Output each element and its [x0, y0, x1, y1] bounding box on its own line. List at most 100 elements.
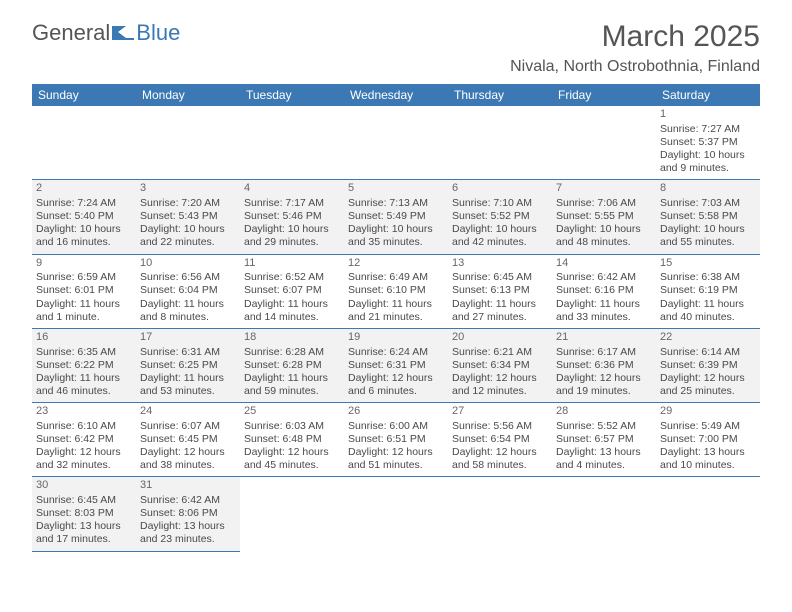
sunset-text: Sunset: 5:46 PM: [244, 210, 340, 223]
daylight-text: Daylight: 11 hours and 21 minutes.: [348, 298, 444, 324]
daylight-text: Daylight: 10 hours and 35 minutes.: [348, 223, 444, 249]
day-number: 29: [660, 405, 756, 419]
day-number: 25: [244, 405, 340, 419]
sunrise-text: Sunrise: 6:00 AM: [348, 420, 444, 433]
daylight-text: Daylight: 10 hours and 42 minutes.: [452, 223, 548, 249]
day-number: 30: [36, 479, 132, 493]
calendar-cell: [240, 477, 344, 551]
calendar-cell: 17Sunrise: 6:31 AMSunset: 6:25 PMDayligh…: [136, 328, 240, 402]
sunrise-text: Sunrise: 6:49 AM: [348, 271, 444, 284]
calendar-cell: [656, 477, 760, 551]
logo-text-general: General: [32, 20, 110, 46]
logo: General Blue: [32, 20, 180, 46]
dayheader-thu: Thursday: [448, 84, 552, 106]
calendar-cell: 6Sunrise: 7:10 AMSunset: 5:52 PMDaylight…: [448, 180, 552, 254]
day-number: 16: [36, 331, 132, 345]
sunset-text: Sunset: 6:22 PM: [36, 359, 132, 372]
calendar-cell: [32, 106, 136, 180]
calendar-cell: 26Sunrise: 6:00 AMSunset: 6:51 PMDayligh…: [344, 403, 448, 477]
calendar-cell: 22Sunrise: 6:14 AMSunset: 6:39 PMDayligh…: [656, 328, 760, 402]
sunrise-text: Sunrise: 7:24 AM: [36, 197, 132, 210]
daylight-text: Daylight: 11 hours and 53 minutes.: [140, 372, 236, 398]
sunset-text: Sunset: 6:42 PM: [36, 433, 132, 446]
sunset-text: Sunset: 6:04 PM: [140, 284, 236, 297]
sunset-text: Sunset: 6:16 PM: [556, 284, 652, 297]
calendar-cell: 8Sunrise: 7:03 AMSunset: 5:58 PMDaylight…: [656, 180, 760, 254]
dayheader-sat: Saturday: [656, 84, 760, 106]
sunset-text: Sunset: 6:07 PM: [244, 284, 340, 297]
daylight-text: Daylight: 11 hours and 33 minutes.: [556, 298, 652, 324]
sunset-text: Sunset: 5:40 PM: [36, 210, 132, 223]
sunrise-text: Sunrise: 6:24 AM: [348, 346, 444, 359]
daylight-text: Daylight: 11 hours and 1 minute.: [36, 298, 132, 324]
daylight-text: Daylight: 10 hours and 22 minutes.: [140, 223, 236, 249]
sunrise-text: Sunrise: 6:38 AM: [660, 271, 756, 284]
sunset-text: Sunset: 5:55 PM: [556, 210, 652, 223]
day-number: 1: [660, 108, 756, 122]
daylight-text: Daylight: 13 hours and 4 minutes.: [556, 446, 652, 472]
daylight-text: Daylight: 11 hours and 8 minutes.: [140, 298, 236, 324]
calendar-cell: 10Sunrise: 6:56 AMSunset: 6:04 PMDayligh…: [136, 254, 240, 328]
calendar-week-row: 30Sunrise: 6:45 AMSunset: 8:03 PMDayligh…: [32, 477, 760, 551]
sunset-text: Sunset: 6:10 PM: [348, 284, 444, 297]
day-number: 18: [244, 331, 340, 345]
daylight-text: Daylight: 12 hours and 12 minutes.: [452, 372, 548, 398]
day-number: 14: [556, 257, 652, 271]
daylight-text: Daylight: 12 hours and 38 minutes.: [140, 446, 236, 472]
sunset-text: Sunset: 5:37 PM: [660, 136, 756, 149]
sunrise-text: Sunrise: 6:42 AM: [140, 494, 236, 507]
sunset-text: Sunset: 6:54 PM: [452, 433, 548, 446]
day-number: 31: [140, 479, 236, 493]
sunrise-text: Sunrise: 5:52 AM: [556, 420, 652, 433]
sunrise-text: Sunrise: 7:20 AM: [140, 197, 236, 210]
calendar-cell: 16Sunrise: 6:35 AMSunset: 6:22 PMDayligh…: [32, 328, 136, 402]
day-number: 4: [244, 182, 340, 196]
day-number: 22: [660, 331, 756, 345]
daylight-text: Daylight: 13 hours and 17 minutes.: [36, 520, 132, 546]
calendar-cell: 15Sunrise: 6:38 AMSunset: 6:19 PMDayligh…: [656, 254, 760, 328]
calendar-cell: 2Sunrise: 7:24 AMSunset: 5:40 PMDaylight…: [32, 180, 136, 254]
day-number: 17: [140, 331, 236, 345]
calendar-week-row: 1Sunrise: 7:27 AMSunset: 5:37 PMDaylight…: [32, 106, 760, 180]
sunset-text: Sunset: 5:52 PM: [452, 210, 548, 223]
sunset-text: Sunset: 6:48 PM: [244, 433, 340, 446]
sunrise-text: Sunrise: 7:17 AM: [244, 197, 340, 210]
flag-icon: [112, 20, 134, 46]
daylight-text: Daylight: 11 hours and 27 minutes.: [452, 298, 548, 324]
calendar-cell: 12Sunrise: 6:49 AMSunset: 6:10 PMDayligh…: [344, 254, 448, 328]
sunset-text: Sunset: 6:19 PM: [660, 284, 756, 297]
calendar-cell: [240, 106, 344, 180]
sunset-text: Sunset: 6:25 PM: [140, 359, 236, 372]
day-number: 2: [36, 182, 132, 196]
daylight-text: Daylight: 13 hours and 23 minutes.: [140, 520, 236, 546]
sunset-text: Sunset: 6:31 PM: [348, 359, 444, 372]
sunrise-text: Sunrise: 6:56 AM: [140, 271, 236, 284]
daylight-text: Daylight: 10 hours and 55 minutes.: [660, 223, 756, 249]
sunset-text: Sunset: 8:06 PM: [140, 507, 236, 520]
calendar-cell: 13Sunrise: 6:45 AMSunset: 6:13 PMDayligh…: [448, 254, 552, 328]
daylight-text: Daylight: 12 hours and 19 minutes.: [556, 372, 652, 398]
daylight-text: Daylight: 12 hours and 58 minutes.: [452, 446, 548, 472]
sunrise-text: Sunrise: 6:35 AM: [36, 346, 132, 359]
day-number: 5: [348, 182, 444, 196]
calendar-cell: 3Sunrise: 7:20 AMSunset: 5:43 PMDaylight…: [136, 180, 240, 254]
day-number: 12: [348, 257, 444, 271]
sunrise-text: Sunrise: 6:45 AM: [452, 271, 548, 284]
sunset-text: Sunset: 6:36 PM: [556, 359, 652, 372]
calendar-cell: 24Sunrise: 6:07 AMSunset: 6:45 PMDayligh…: [136, 403, 240, 477]
sunset-text: Sunset: 5:58 PM: [660, 210, 756, 223]
day-number: 9: [36, 257, 132, 271]
daylight-text: Daylight: 10 hours and 9 minutes.: [660, 149, 756, 175]
calendar-cell: [552, 106, 656, 180]
daylight-text: Daylight: 11 hours and 14 minutes.: [244, 298, 340, 324]
sunrise-text: Sunrise: 7:13 AM: [348, 197, 444, 210]
day-number: 20: [452, 331, 548, 345]
sunrise-text: Sunrise: 6:28 AM: [244, 346, 340, 359]
calendar-cell: 29Sunrise: 5:49 AMSunset: 7:00 PMDayligh…: [656, 403, 760, 477]
daylight-text: Daylight: 13 hours and 10 minutes.: [660, 446, 756, 472]
sunrise-text: Sunrise: 7:03 AM: [660, 197, 756, 210]
sunrise-text: Sunrise: 6:14 AM: [660, 346, 756, 359]
sunrise-text: Sunrise: 6:07 AM: [140, 420, 236, 433]
daylight-text: Daylight: 11 hours and 46 minutes.: [36, 372, 132, 398]
daylight-text: Daylight: 12 hours and 51 minutes.: [348, 446, 444, 472]
